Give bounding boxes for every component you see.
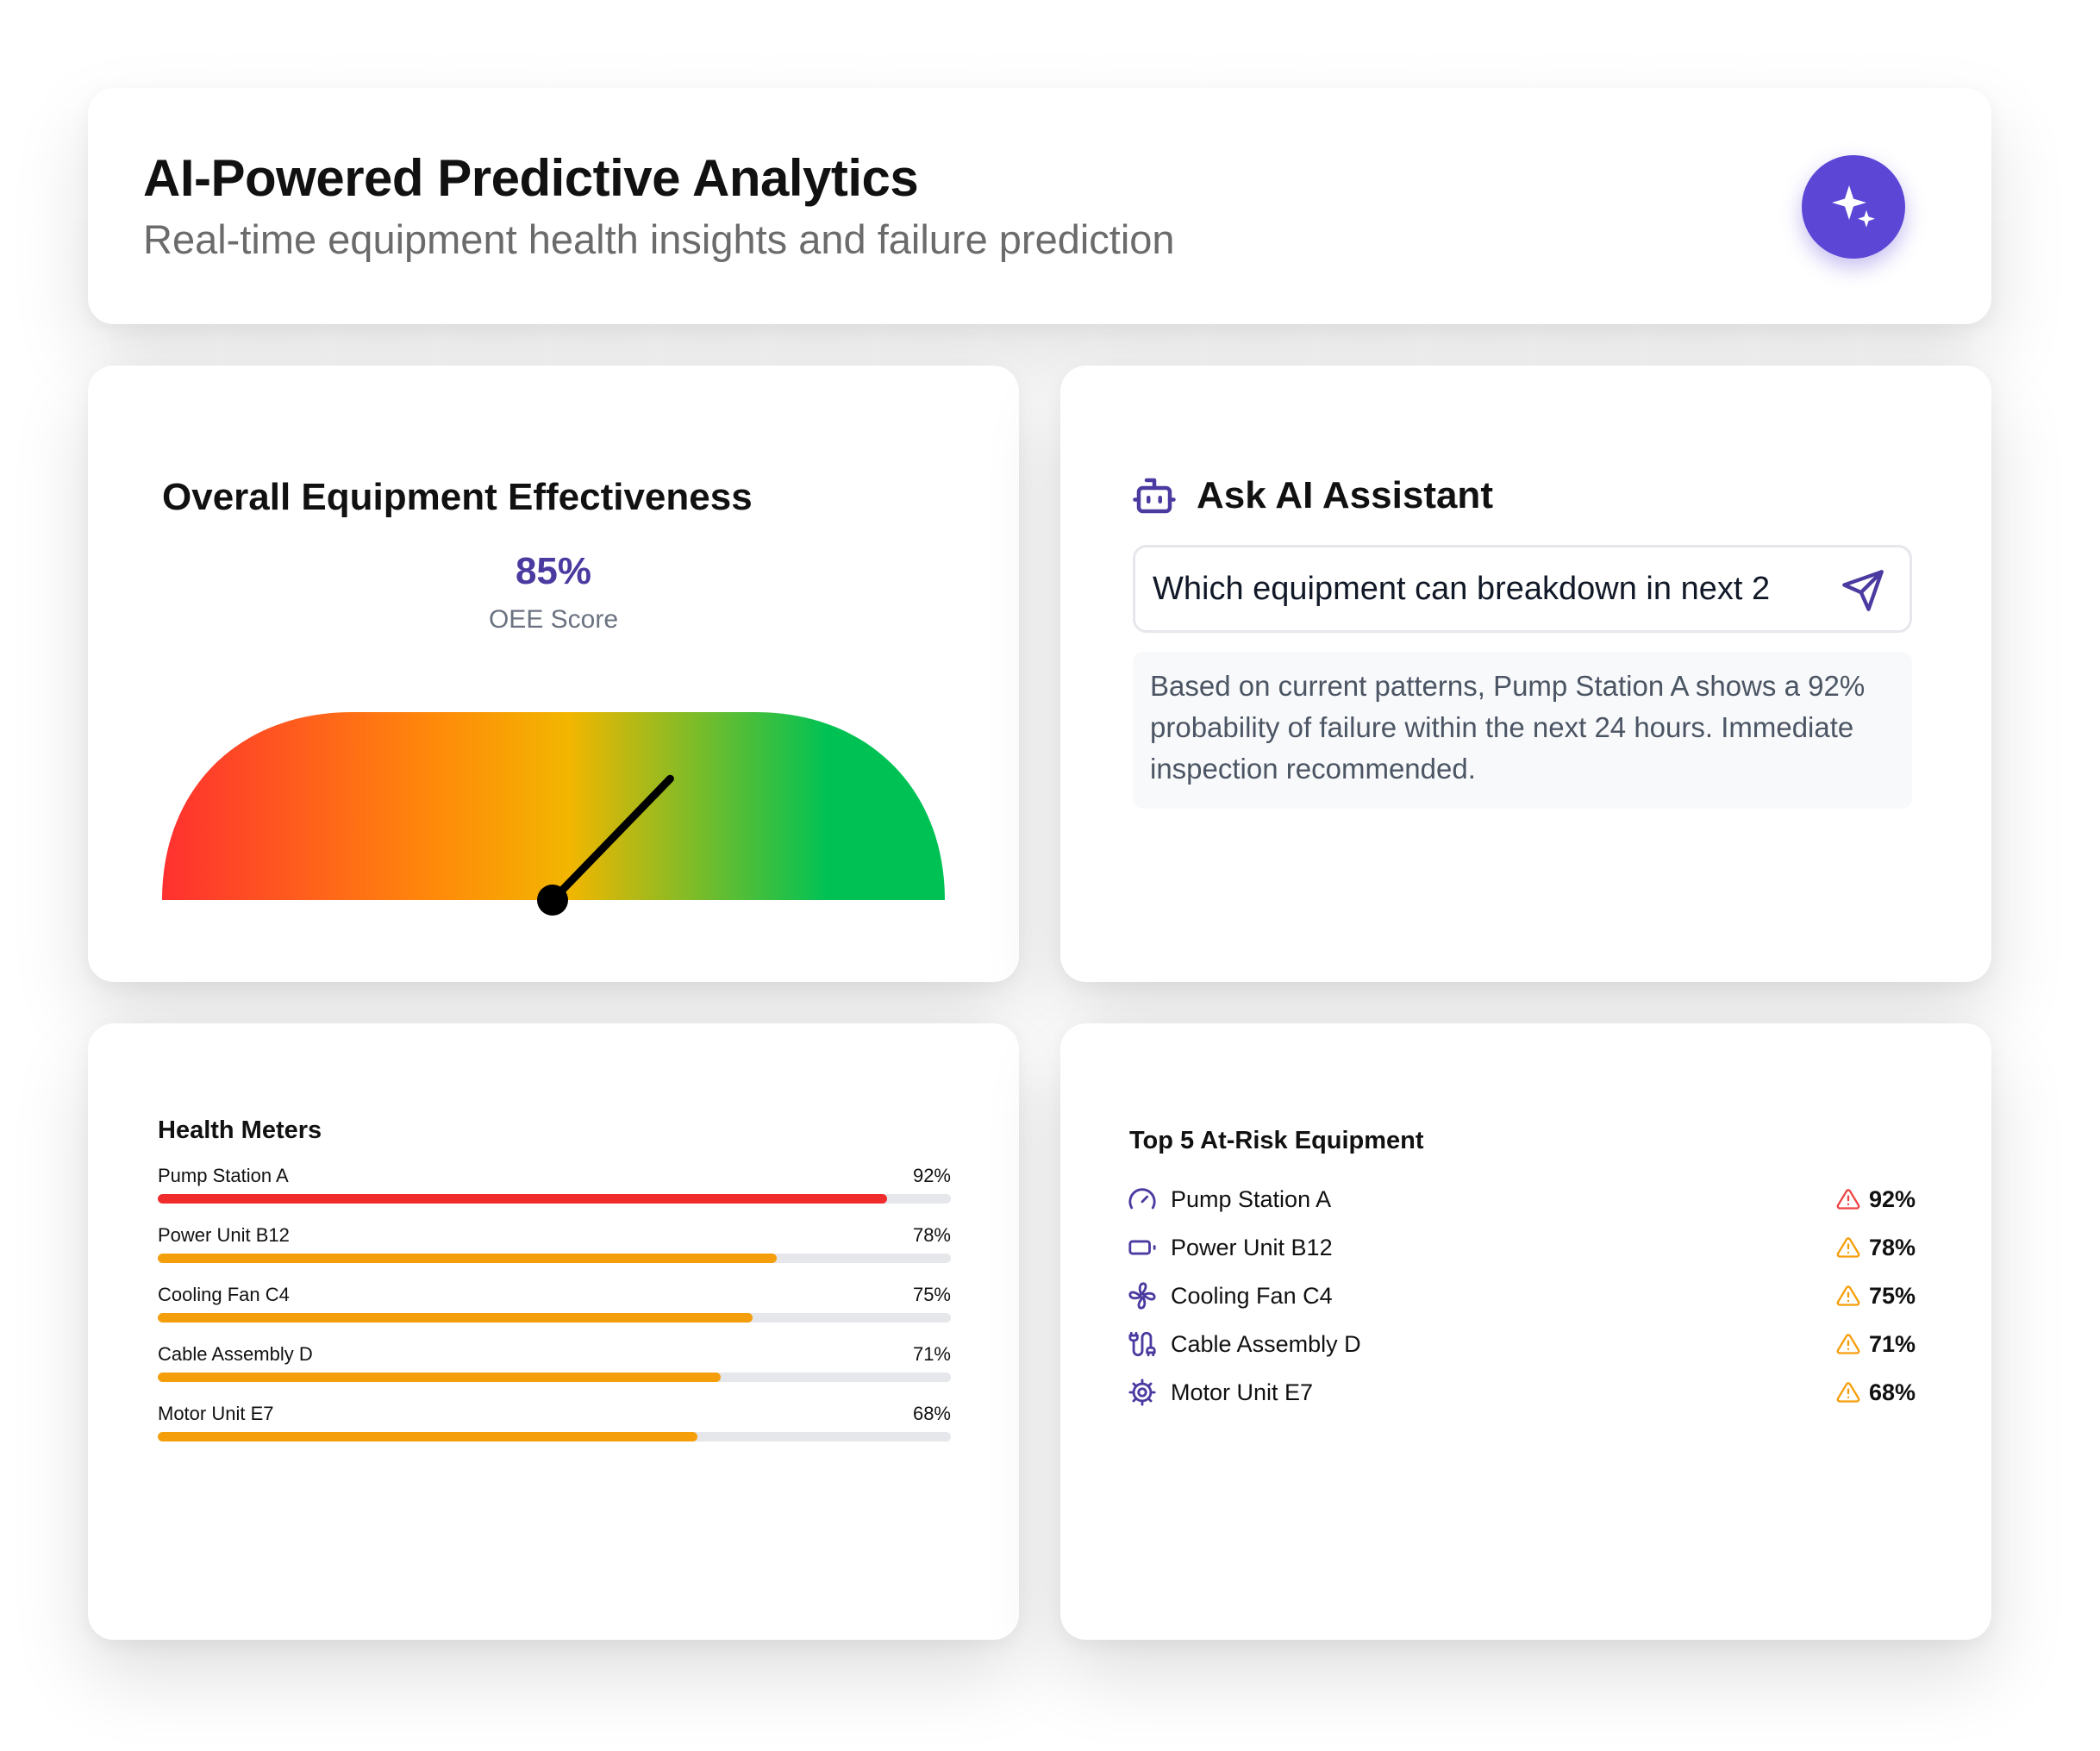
oee-score: 85% [515, 550, 592, 592]
ai-answer: Based on current patterns, Pump Station … [1133, 652, 1912, 809]
oee-title: Overall Equipment Effectiveness [162, 476, 753, 518]
gauge-arc [162, 712, 945, 900]
list-item[interactable]: Cooling Fan C4 75% [1128, 1272, 1916, 1320]
risk-percent: 92% [1868, 1185, 1916, 1212]
meter-track [158, 1254, 951, 1263]
gauge-pivot [537, 885, 568, 916]
health-meter: Pump Station A 92% [158, 1165, 951, 1224]
meter-fill [158, 1313, 753, 1323]
oee-score-label: OEE Score [488, 605, 619, 634]
alert-triangle-icon [1836, 1237, 1860, 1258]
assistant-header: Ask AI Assistant [1131, 472, 1493, 519]
alert-triangle-icon [1836, 1285, 1860, 1306]
meter-name: Motor Unit E7 [158, 1403, 274, 1424]
risk-value: 92% [1836, 1175, 1916, 1223]
equipment-name: Cooling Fan C4 [1171, 1282, 1333, 1309]
list-item[interactable]: Motor Unit E7 68% [1128, 1368, 1916, 1416]
header-card: AI-Powered Predictive Analytics Real-tim… [88, 88, 1991, 324]
meter-value: 71% [912, 1343, 951, 1365]
list-item[interactable]: Cable Assembly D 71% [1128, 1320, 1916, 1368]
risk-percent: 78% [1868, 1234, 1916, 1260]
oee-card: Overall Equipment Effectiveness 85% OEE … [88, 366, 1019, 982]
assistant-title: Ask AI Assistant [1197, 474, 1493, 516]
meter-value: 68% [912, 1403, 951, 1424]
risk-percent: 71% [1868, 1330, 1916, 1357]
alert-triangle-icon [1836, 1334, 1860, 1354]
battery-icon [1128, 1233, 1157, 1262]
gauge-icon [1128, 1185, 1157, 1214]
meter-name: Power Unit B12 [158, 1224, 290, 1246]
meter-track [158, 1313, 951, 1323]
meter-track [158, 1432, 951, 1441]
meter-fill [158, 1432, 697, 1441]
meter-fill [158, 1373, 722, 1382]
cog-icon [1128, 1378, 1157, 1407]
list-item[interactable]: Power Unit B12 78% [1128, 1223, 1916, 1272]
equipment-name: Cable Assembly D [1171, 1330, 1361, 1357]
risk-value: 75% [1836, 1272, 1916, 1320]
meter-fill [158, 1194, 888, 1204]
risk-value: 68% [1836, 1368, 1916, 1416]
health-meter: Motor Unit E7 68% [158, 1403, 951, 1462]
ai-assistant-card: Ask AI Assistant Based on current patter… [1060, 366, 1991, 982]
meter-track [158, 1373, 951, 1382]
health-title: Health Meters [158, 1116, 322, 1144]
health-meter-list: Pump Station A 92% Power Unit B12 78% Co… [158, 1165, 951, 1462]
at-risk-list: Pump Station A 92% Power Unit B12 78% [1128, 1175, 1916, 1416]
health-meters-card: Health Meters Pump Station A 92% Power U… [88, 1023, 1019, 1640]
oee-gauge [162, 712, 945, 916]
equipment-name: Motor Unit E7 [1171, 1379, 1314, 1405]
risk-percent: 68% [1868, 1379, 1916, 1405]
send-button[interactable] [1841, 568, 1885, 617]
fan-icon [1128, 1281, 1157, 1310]
sparkles-icon [1832, 185, 1875, 228]
meter-value: 75% [912, 1284, 951, 1305]
equipment-name: Pump Station A [1171, 1185, 1332, 1212]
alert-triangle-icon [1836, 1382, 1860, 1403]
query-input[interactable] [1153, 570, 1834, 608]
robot-icon [1133, 478, 1176, 514]
meter-name: Cooling Fan C4 [158, 1284, 290, 1305]
list-item[interactable]: Pump Station A 92% [1128, 1175, 1916, 1223]
send-icon [1842, 570, 1884, 611]
alert-triangle-icon [1836, 1189, 1860, 1210]
meter-value: 78% [912, 1224, 951, 1246]
health-meter: Cooling Fan C4 75% [158, 1284, 951, 1343]
risk-value: 71% [1836, 1320, 1916, 1368]
page-title: AI-Powered Predictive Analytics [143, 149, 919, 207]
risk-percent: 75% [1868, 1282, 1916, 1309]
meter-value: 92% [912, 1165, 951, 1186]
equipment-name: Power Unit B12 [1171, 1234, 1333, 1260]
at-risk-card: Top 5 At-Risk Equipment Pump Station A 9… [1060, 1023, 1991, 1640]
meter-fill [158, 1254, 777, 1263]
ai-sparkle-button[interactable] [1802, 155, 1905, 259]
meter-name: Pump Station A [158, 1165, 289, 1186]
health-meter: Power Unit B12 78% [158, 1224, 951, 1284]
cable-icon [1128, 1329, 1157, 1359]
query-box [1133, 545, 1912, 633]
at-risk-title: Top 5 At-Risk Equipment [1129, 1127, 1424, 1154]
meter-track [158, 1194, 951, 1204]
meter-name: Cable Assembly D [158, 1343, 313, 1365]
page-subtitle: Real-time equipment health insights and … [143, 216, 1175, 262]
gauge-needle [548, 774, 674, 904]
risk-value: 78% [1836, 1223, 1916, 1272]
health-meter: Cable Assembly D 71% [158, 1343, 951, 1403]
